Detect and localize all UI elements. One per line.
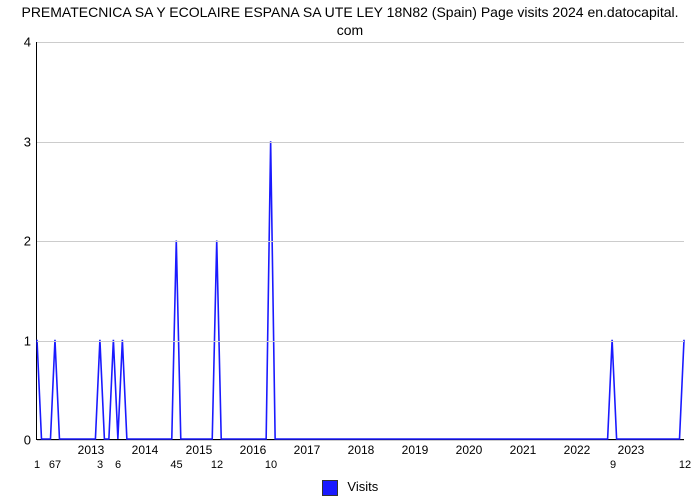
xtick-value-label: 67 xyxy=(49,459,61,471)
chart-plot-area: 0123420132014201520162017201820192020202… xyxy=(36,42,684,440)
xtick-value-label: 9 xyxy=(610,459,616,471)
xtick-value-label: 1 xyxy=(34,459,40,471)
xtick-value-label: 3 xyxy=(97,459,103,471)
legend-label: Visits xyxy=(347,479,378,494)
xtick-value-label: 6 xyxy=(115,459,121,471)
title-line2: com xyxy=(337,22,363,38)
xtick-year-label: 2021 xyxy=(510,443,537,457)
visits-line-series xyxy=(37,141,684,439)
ytick-label: 2 xyxy=(24,234,31,249)
legend-swatch xyxy=(322,480,338,496)
xtick-year-label: 2023 xyxy=(618,443,645,457)
gridline xyxy=(37,142,684,143)
xtick-year-label: 2019 xyxy=(402,443,429,457)
ytick-label: 1 xyxy=(24,333,31,348)
xtick-year-label: 2013 xyxy=(78,443,105,457)
xtick-value-label: 10 xyxy=(265,459,277,471)
chart-legend: Visits xyxy=(0,479,700,496)
chart-title: PREMATECNICA SA Y ECOLAIRE ESPANA SA UTE… xyxy=(0,4,700,39)
xtick-value-label: 12 xyxy=(211,459,223,471)
xtick-year-label: 2014 xyxy=(132,443,159,457)
xtick-year-label: 2018 xyxy=(348,443,375,457)
ytick-label: 4 xyxy=(24,35,31,50)
ytick-label: 0 xyxy=(24,433,31,448)
xtick-year-label: 2022 xyxy=(564,443,591,457)
gridline xyxy=(37,341,684,342)
xtick-year-label: 2016 xyxy=(240,443,267,457)
gridline xyxy=(37,42,684,43)
xtick-year-label: 2020 xyxy=(456,443,483,457)
xtick-value-label: 12 xyxy=(679,459,691,471)
gridline xyxy=(37,241,684,242)
xtick-year-label: 2017 xyxy=(294,443,321,457)
ytick-label: 3 xyxy=(24,134,31,149)
xtick-year-label: 2015 xyxy=(186,443,213,457)
gridline xyxy=(37,440,684,441)
chart-container: PREMATECNICA SA Y ECOLAIRE ESPANA SA UTE… xyxy=(0,0,700,500)
xtick-value-label: 45 xyxy=(170,459,182,471)
title-line1: PREMATECNICA SA Y ECOLAIRE ESPANA SA UTE… xyxy=(21,4,678,20)
